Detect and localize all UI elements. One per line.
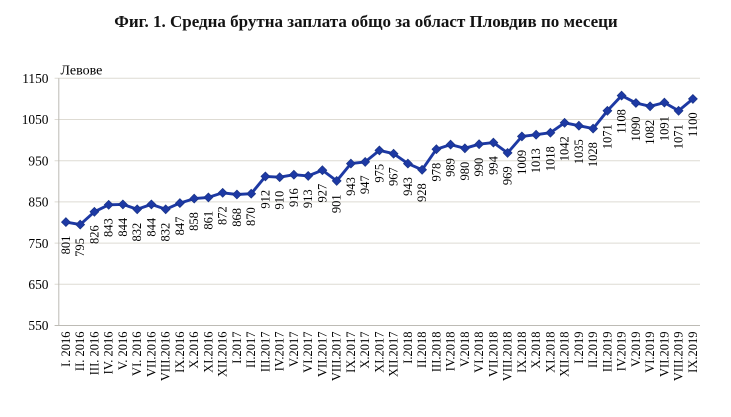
svg-text:IV.2019: IV.2019: [615, 332, 629, 372]
svg-text:1108: 1108: [615, 109, 629, 134]
svg-text:XII.2016: XII.2016: [216, 332, 230, 377]
svg-text:950: 950: [28, 153, 48, 168]
svg-text:VIII.2016: VIII.2016: [159, 332, 173, 382]
svg-text:XI.2016: XI.2016: [201, 332, 215, 373]
svg-text:XI.2018: XI.2018: [543, 332, 557, 373]
svg-text:II.2017: II.2017: [244, 332, 258, 368]
svg-text:826: 826: [87, 225, 101, 244]
svg-text:843: 843: [102, 218, 116, 237]
svg-text:1018: 1018: [543, 146, 557, 171]
svg-text:989: 989: [444, 158, 458, 177]
svg-text:IX.2017: IX.2017: [344, 332, 358, 373]
svg-text:III.2018: III.2018: [429, 332, 443, 373]
svg-text:750: 750: [28, 236, 48, 251]
svg-text:916: 916: [287, 188, 301, 207]
svg-text:1150: 1150: [22, 71, 49, 86]
svg-text:I. 2016: I. 2016: [59, 332, 73, 367]
svg-text:VI.2018: VI.2018: [472, 332, 486, 373]
svg-text:VII.2017: VII.2017: [315, 332, 329, 377]
svg-text:795: 795: [73, 238, 87, 257]
svg-text:VIII.2017: VIII.2017: [330, 332, 344, 382]
svg-text:1013: 1013: [529, 148, 543, 173]
svg-text:650: 650: [28, 277, 48, 292]
svg-text:VI.2019: VI.2019: [643, 332, 657, 373]
svg-text:975: 975: [372, 164, 386, 183]
svg-text:I.2019: I.2019: [572, 332, 586, 364]
svg-text:1042: 1042: [558, 136, 572, 161]
svg-text:1071: 1071: [672, 124, 686, 149]
svg-text:947: 947: [358, 175, 372, 194]
svg-text:III.2017: III.2017: [258, 332, 272, 373]
svg-text:IX.2018: IX.2018: [515, 332, 529, 373]
svg-text:1090: 1090: [629, 117, 643, 142]
svg-text:IV. 2016: IV. 2016: [102, 332, 116, 375]
svg-text:V. 2016: V. 2016: [116, 332, 130, 371]
svg-text:VIII.2019: VIII.2019: [672, 332, 686, 382]
svg-text:Левове: Левове: [61, 64, 103, 79]
svg-text:550: 550: [28, 318, 48, 333]
svg-text:V.2017: V.2017: [287, 332, 301, 368]
svg-text:943: 943: [401, 177, 415, 196]
svg-text:969: 969: [501, 166, 515, 185]
svg-text:I.2018: I.2018: [401, 332, 415, 364]
svg-text:967: 967: [387, 167, 401, 186]
svg-text:832: 832: [159, 223, 173, 242]
svg-text:X.2018: X.2018: [529, 332, 543, 369]
svg-text:978: 978: [429, 163, 443, 182]
svg-text:II.2019: II.2019: [586, 332, 600, 368]
svg-text:872: 872: [216, 206, 230, 225]
svg-text:928: 928: [415, 183, 429, 202]
svg-text:III. 2016: III. 2016: [87, 332, 101, 376]
svg-text:868: 868: [230, 208, 244, 227]
svg-text:912: 912: [258, 190, 272, 209]
svg-text:VI. 2016: VI. 2016: [130, 332, 144, 376]
svg-text:IV.2018: IV.2018: [444, 332, 458, 372]
svg-text:VII.2016: VII.2016: [144, 332, 158, 377]
svg-text:VII.2019: VII.2019: [657, 332, 671, 377]
svg-text:II.2018: II.2018: [415, 332, 429, 368]
svg-text:850: 850: [28, 195, 48, 210]
svg-text:858: 858: [187, 212, 201, 231]
svg-text:1071: 1071: [600, 124, 614, 149]
svg-text:IV.2017: IV.2017: [273, 332, 287, 372]
svg-text:Фиг. 1. Средна брутна заплата: Фиг. 1. Средна брутна заплата общо за об…: [114, 12, 618, 31]
svg-text:III.2019: III.2019: [600, 332, 614, 373]
svg-text:870: 870: [244, 207, 258, 226]
svg-text:927: 927: [315, 184, 329, 203]
svg-text:X.2016: X.2016: [187, 332, 201, 369]
svg-text:847: 847: [173, 217, 187, 236]
svg-text:844: 844: [144, 217, 158, 237]
svg-text:IX.2019: IX.2019: [686, 332, 700, 373]
svg-text:844: 844: [116, 217, 130, 237]
svg-text:I.2017: I.2017: [230, 332, 244, 364]
svg-text:1035: 1035: [572, 139, 586, 164]
svg-text:913: 913: [301, 189, 315, 208]
svg-text:1091: 1091: [657, 116, 671, 141]
svg-text:II. 2016: II. 2016: [73, 332, 87, 372]
svg-text:1082: 1082: [643, 120, 657, 145]
svg-text:XII.2017: XII.2017: [387, 332, 401, 377]
svg-text:V.2018: V.2018: [458, 332, 472, 368]
svg-text:980: 980: [458, 162, 472, 181]
svg-text:X.2017: X.2017: [358, 332, 372, 369]
svg-text:910: 910: [273, 191, 287, 210]
svg-text:VI.2017: VI.2017: [301, 332, 315, 373]
svg-text:861: 861: [201, 211, 215, 230]
svg-text:832: 832: [130, 223, 144, 242]
svg-text:VII.2018: VII.2018: [486, 332, 500, 377]
svg-text:1028: 1028: [586, 142, 600, 167]
svg-text:V.2019: V.2019: [629, 332, 643, 368]
svg-text:901: 901: [330, 194, 344, 213]
svg-text:1050: 1050: [22, 112, 49, 127]
svg-text:990: 990: [472, 158, 486, 177]
svg-text:801: 801: [59, 236, 73, 255]
svg-text:IX.2016: IX.2016: [173, 332, 187, 373]
svg-text:994: 994: [486, 155, 500, 175]
svg-text:XII.2018: XII.2018: [558, 332, 572, 377]
svg-text:1100: 1100: [686, 112, 700, 137]
svg-text:943: 943: [344, 177, 358, 196]
svg-text:XI.2017: XI.2017: [372, 332, 386, 373]
svg-text:1009: 1009: [515, 150, 529, 175]
svg-text:VIII.2018: VIII.2018: [501, 332, 515, 382]
